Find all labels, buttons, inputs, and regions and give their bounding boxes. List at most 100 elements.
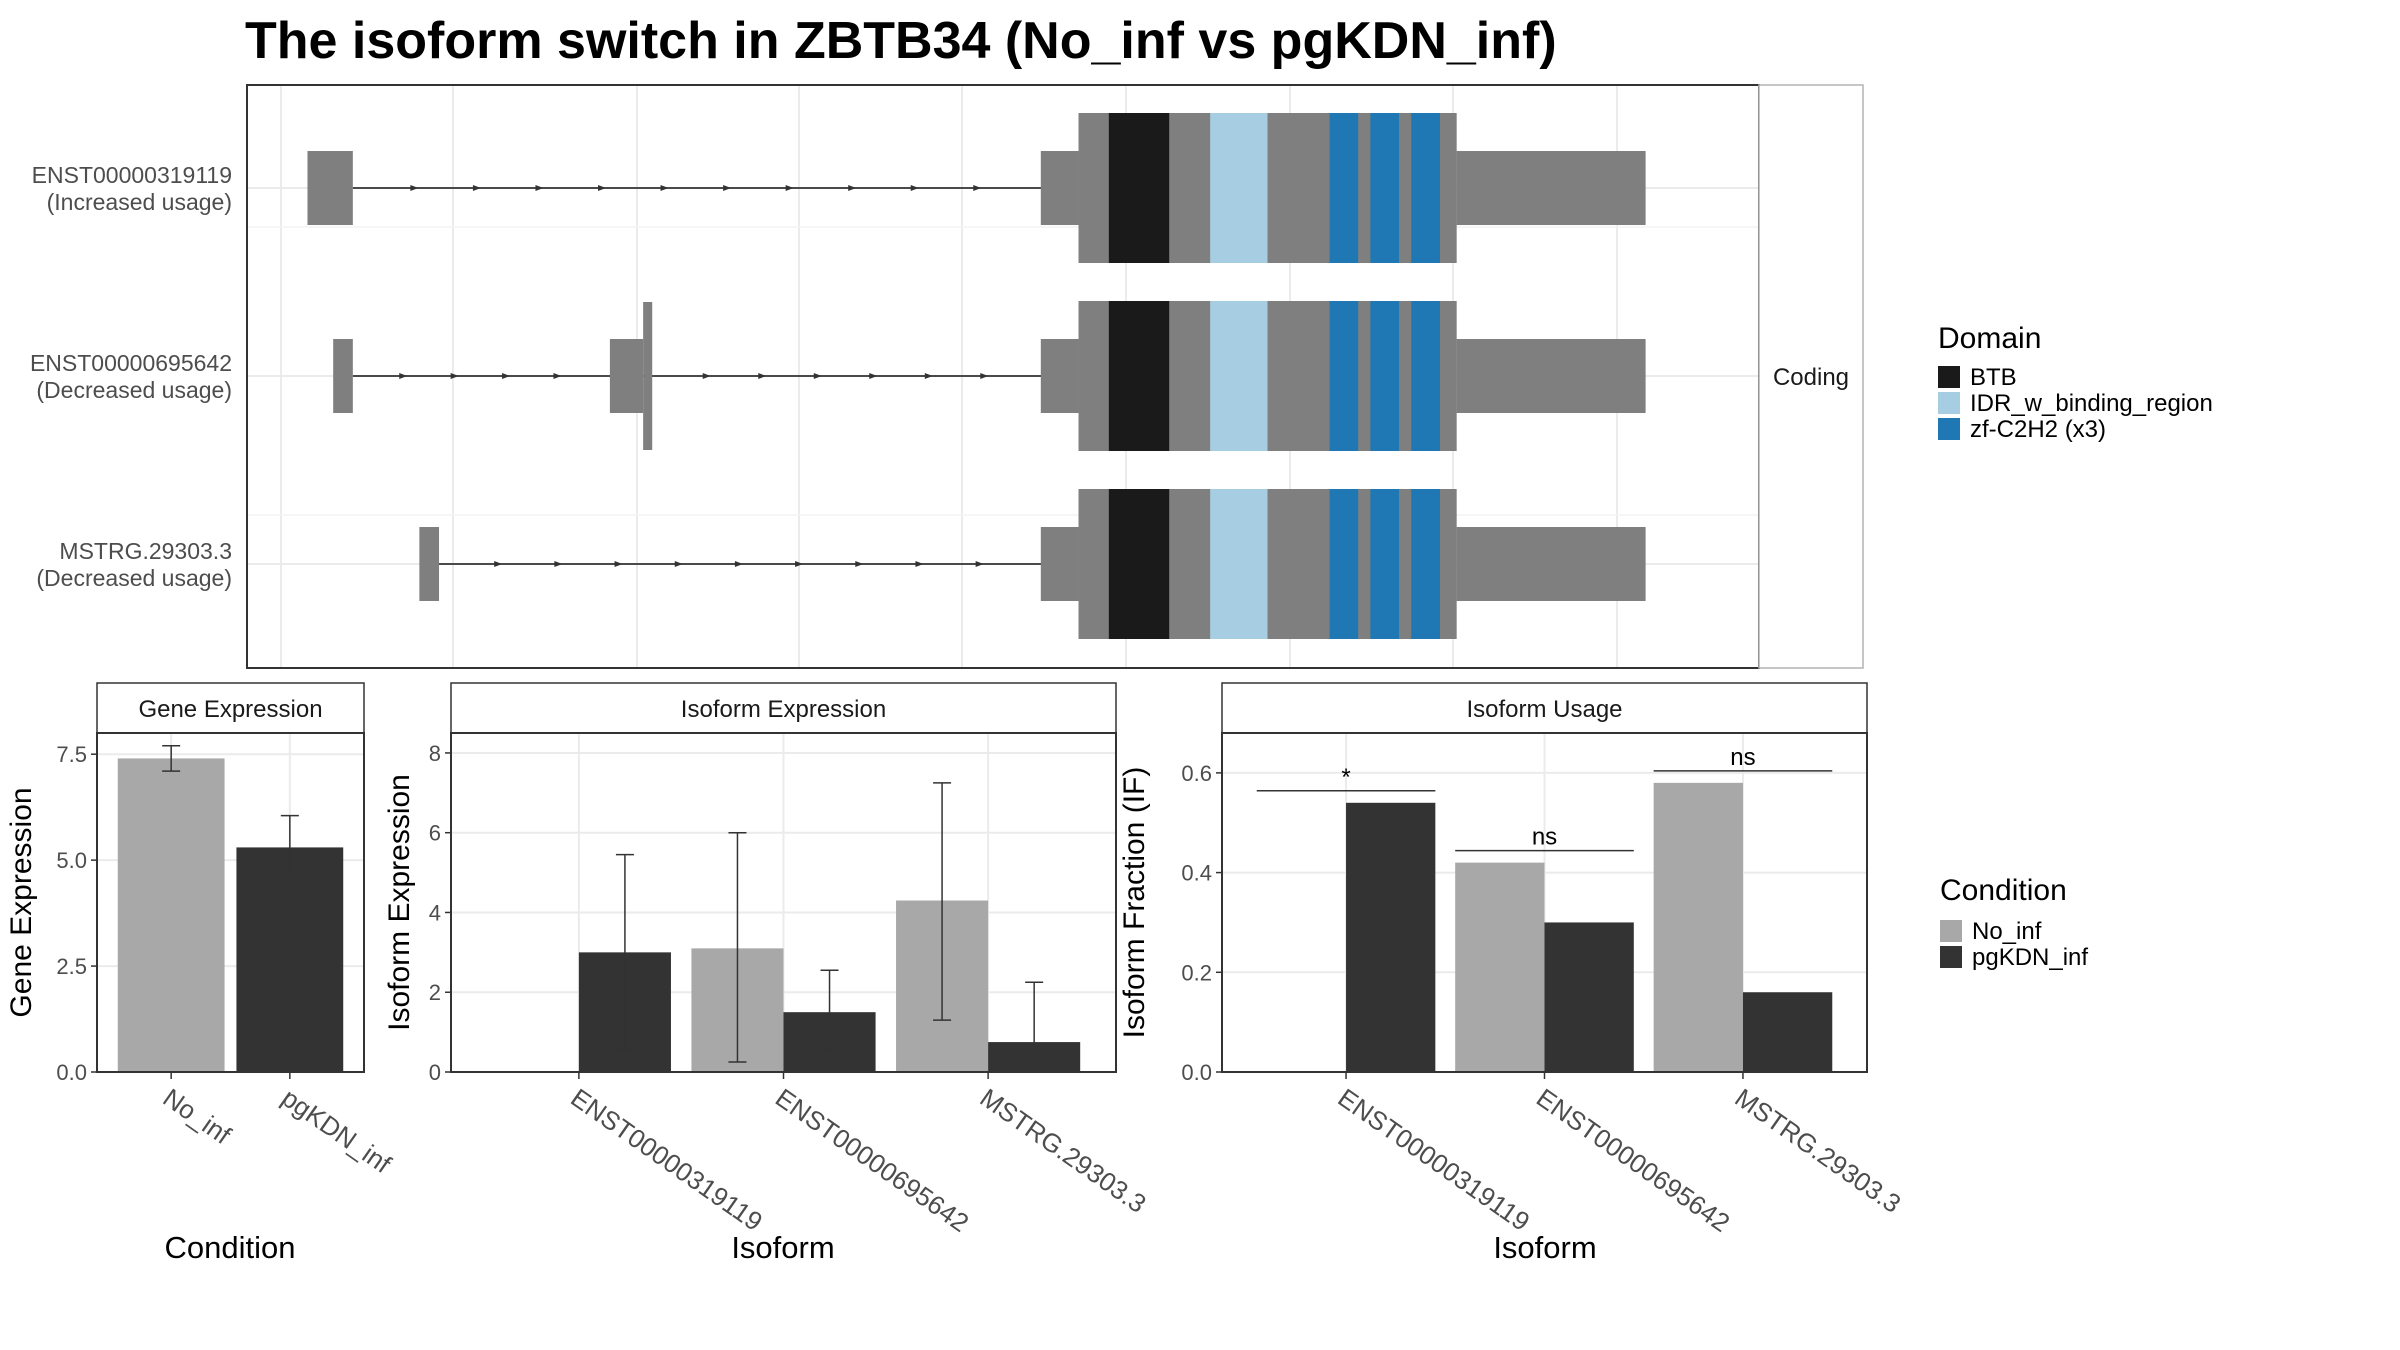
- intron-arrow: [975, 561, 984, 567]
- domain-block: [1210, 489, 1268, 639]
- intron-arrow: [973, 185, 982, 191]
- intron-arrow: [472, 185, 481, 191]
- utr-exon: [1040, 151, 1079, 225]
- isoform-usage-panel: Isoform Usage 0.0 0.2 0.4 0.6 ENST00000319119…: [1118, 682, 1907, 1265]
- isoform-label-usage: (Decreased usage): [36, 377, 232, 403]
- chart-title: The isoform switch in ZBTB34 (No_inf vs …: [245, 12, 1557, 70]
- bar: [236, 847, 344, 1072]
- domain-block: [1108, 489, 1170, 639]
- intron-arrow: [674, 561, 683, 567]
- intron-arrow: [614, 561, 623, 567]
- y-tick-label: 0.6: [1181, 761, 1212, 786]
- coding-strip-label: Coding: [1773, 364, 1849, 391]
- domain-legend-key: [1938, 392, 1960, 414]
- domain-block: [1370, 301, 1400, 451]
- intron-arrow: [450, 373, 459, 379]
- y-axis-title: Gene Expression: [5, 787, 38, 1017]
- x-tick-label: ENST00000695642: [1531, 1082, 1735, 1238]
- x-axis-title: Isoform: [731, 1230, 834, 1265]
- x-tick-label: No_inf: [158, 1082, 237, 1150]
- intron-arrow: [848, 185, 857, 191]
- strip-label: Isoform Expression: [681, 696, 886, 723]
- condition-legend-label: No_inf: [1972, 918, 2042, 945]
- y-tick-label: 0: [429, 1060, 441, 1085]
- domain-legend-key: [1938, 418, 1960, 440]
- domain-block: [1329, 301, 1359, 451]
- domain-block: [1108, 301, 1170, 451]
- intron-arrow: [924, 373, 933, 379]
- y-tick-label: 4: [429, 900, 441, 925]
- utr-exon: [1456, 527, 1646, 601]
- intron-arrow: [702, 373, 711, 379]
- domain-block: [1439, 489, 1457, 639]
- bar: [1544, 922, 1634, 1072]
- y-tick-label: 5.0: [56, 848, 87, 873]
- y-tick-label: 0.2: [1181, 960, 1212, 985]
- domain-block: [1399, 489, 1412, 639]
- utr-exon: [1040, 527, 1079, 601]
- domain-legend-label: zf-C2H2 (x3): [1970, 416, 2106, 443]
- intron-arrow: [660, 185, 669, 191]
- significance-label: ns: [1730, 744, 1755, 771]
- bar: [1742, 992, 1833, 1072]
- x-tick-label: ENST00000319119: [565, 1082, 768, 1236]
- panel-border: [1221, 732, 1868, 1073]
- y-tick-label: 7.5: [56, 742, 87, 767]
- y-tick-label: 0.0: [1181, 1060, 1212, 1085]
- y-tick-label: 8: [429, 741, 441, 766]
- domain-legend-label: IDR_w_binding_region: [1970, 390, 2213, 417]
- y-tick-label: 6: [429, 821, 441, 846]
- domain-block: [1169, 301, 1211, 451]
- utr-exon: [333, 339, 353, 413]
- domain-block: [1370, 113, 1400, 263]
- panel-border: [96, 732, 365, 1073]
- domain-block: [1267, 489, 1330, 639]
- isoform-label-id: ENST00000695642: [30, 350, 232, 376]
- condition-legend-key: [1940, 946, 1962, 968]
- x-axis-title: Isoform: [1493, 1230, 1596, 1265]
- strip-label: Gene Expression: [138, 696, 322, 723]
- y-axis-title: Isoform Expression: [383, 774, 416, 1031]
- gene-structure-panel: Coding ENST00000319119(Increased usage)E…: [30, 84, 1864, 669]
- domain-block: [1358, 489, 1371, 639]
- x-tick-label: MSTRG.29303.3: [1730, 1082, 1907, 1218]
- isoform-expression-panel: Isoform Expression 0 2 4 6 8 ENST00000319119 EN…: [383, 682, 1152, 1265]
- intron-arrow: [535, 185, 544, 191]
- strip-box: [1221, 682, 1868, 734]
- x-tick-label: ENST00000695642: [770, 1082, 974, 1238]
- intron-arrow: [813, 373, 822, 379]
- intron-arrow: [502, 373, 511, 379]
- significance-label: ns: [1532, 824, 1557, 851]
- condition-legend-label: pgKDN_inf: [1972, 944, 2088, 971]
- domain-block: [1370, 489, 1400, 639]
- bar: [1455, 862, 1545, 1072]
- utr-exon: [1040, 339, 1079, 413]
- domain-block: [1411, 301, 1440, 451]
- domain-block: [1078, 489, 1109, 639]
- domain-block: [1078, 113, 1109, 263]
- domain-block: [1267, 113, 1330, 263]
- domain-block: [1411, 113, 1440, 263]
- intron-arrow: [554, 561, 563, 567]
- bar: [1653, 782, 1743, 1072]
- domain-block: [1439, 113, 1457, 263]
- domain-block: [1399, 113, 1412, 263]
- utr-exon: [307, 151, 353, 225]
- utr-exon: [419, 527, 440, 601]
- y-axis-title: Isoform Fraction (IF): [1118, 767, 1151, 1039]
- gene-expression-panel: Gene Expression 0.0 2.5 5.0 7.5 No_inf pgKDN_i…: [5, 682, 397, 1265]
- intron-arrow: [553, 373, 562, 379]
- y-tick-label: 0.4: [1181, 861, 1212, 886]
- x-tick-label: ENST00000319119: [1333, 1082, 1536, 1236]
- domain-block: [1358, 301, 1371, 451]
- panel-border: [450, 732, 1117, 1073]
- utr-exon: [1456, 151, 1646, 225]
- intron-arrow: [869, 373, 878, 379]
- structure-isoforms: [307, 113, 1646, 639]
- y-tick-label: 2: [429, 980, 441, 1005]
- isoform-label-usage: (Decreased usage): [36, 565, 232, 591]
- domain-block: [1329, 113, 1359, 263]
- x-tick-label: MSTRG.29303.3: [975, 1082, 1152, 1218]
- strip-box: [96, 682, 365, 734]
